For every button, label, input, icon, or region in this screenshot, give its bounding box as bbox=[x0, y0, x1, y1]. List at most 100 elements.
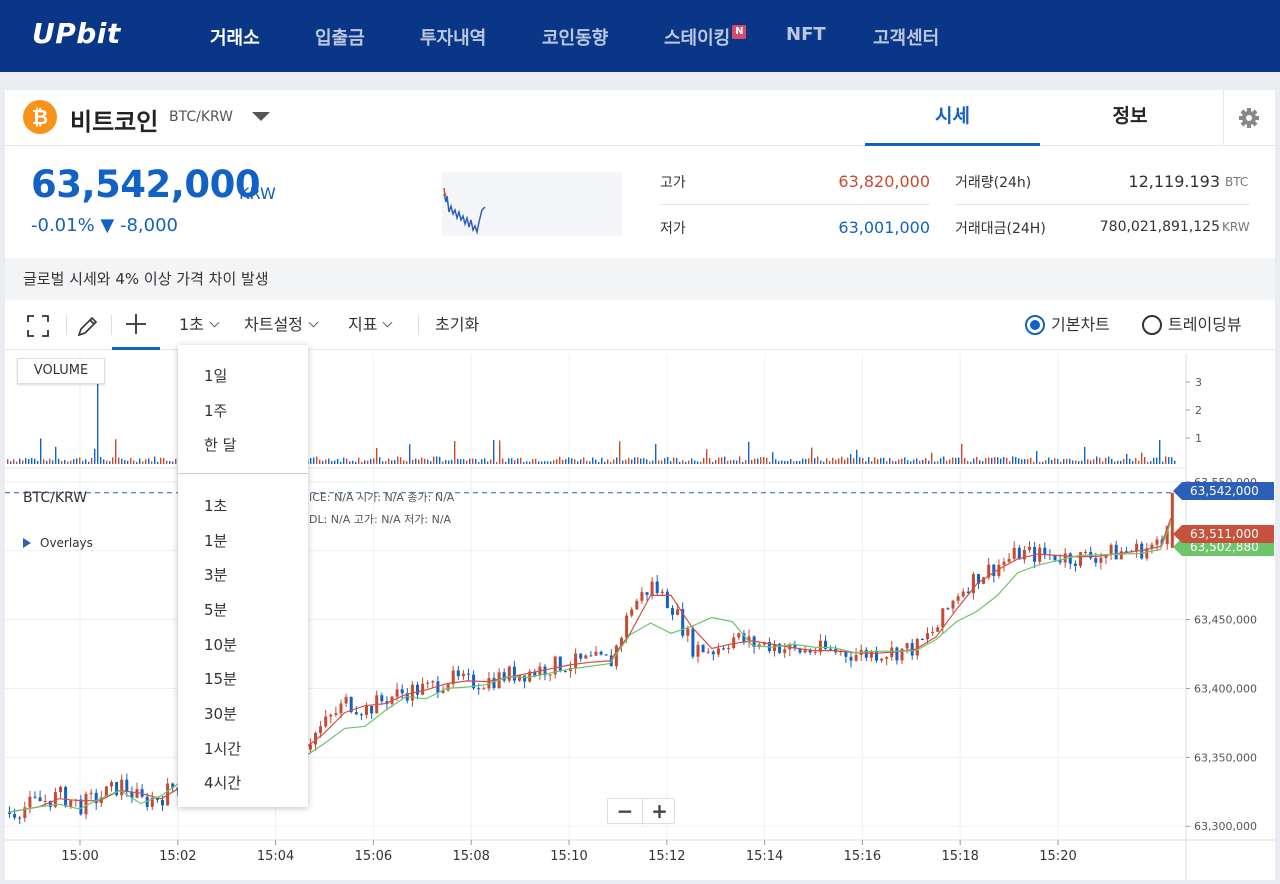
interval-select[interactable]: 1초 bbox=[179, 300, 220, 350]
coin-select-dropdown-icon[interactable] bbox=[252, 112, 270, 121]
gear-icon bbox=[1239, 108, 1259, 128]
volume-bar bbox=[13, 459, 15, 464]
volume-bar bbox=[55, 446, 57, 464]
candle-body bbox=[1079, 552, 1082, 566]
volume-bar bbox=[382, 461, 384, 464]
volume-bar bbox=[529, 461, 531, 464]
nav-deposit-withdraw[interactable]: 입출금 bbox=[315, 28, 365, 49]
volume-bar bbox=[1159, 439, 1161, 464]
interval-option[interactable]: 한 달 bbox=[204, 436, 237, 454]
volume-bar bbox=[475, 459, 477, 464]
volume-bar bbox=[826, 458, 828, 464]
volume-bar bbox=[970, 461, 972, 464]
volume-bar bbox=[67, 461, 69, 464]
candle-body bbox=[518, 675, 521, 681]
nav-customer-center[interactable]: 고객센터 bbox=[873, 28, 940, 49]
volume-bar bbox=[643, 458, 645, 464]
volume-bar bbox=[604, 461, 606, 464]
interval-option[interactable]: 1주 bbox=[204, 402, 228, 420]
interval-option[interactable]: 1일 bbox=[204, 367, 228, 385]
volume-tick-label: 2 bbox=[1195, 404, 1202, 417]
candle-body bbox=[1007, 558, 1011, 562]
candle-body bbox=[716, 648, 720, 655]
radio-basic-chart[interactable] bbox=[1025, 315, 1045, 335]
pencil-icon[interactable] bbox=[76, 314, 100, 338]
basic-chart-label[interactable]: 기본차트 bbox=[1051, 315, 1110, 334]
zoom-out-button[interactable]: − bbox=[616, 799, 634, 823]
reset-button[interactable]: 초기화 bbox=[435, 315, 480, 334]
volume-bar bbox=[1033, 461, 1035, 464]
interval-option[interactable]: 3분 bbox=[204, 566, 228, 584]
candle-body bbox=[365, 705, 368, 715]
candle-body bbox=[1043, 547, 1047, 555]
interval-option[interactable]: 1분 bbox=[204, 532, 228, 550]
tradingview-label[interactable]: 트레이딩뷰 bbox=[1168, 315, 1242, 334]
zoom-controls: − + bbox=[607, 798, 676, 825]
overlays-toggle[interactable]: Overlays bbox=[23, 536, 93, 550]
interval-option[interactable]: 5분 bbox=[204, 601, 228, 619]
volume-bar bbox=[973, 458, 975, 464]
interval-option[interactable]: 15분 bbox=[204, 670, 237, 688]
x-tick-label: 15:18 bbox=[941, 849, 978, 864]
volume-bar bbox=[1099, 457, 1101, 464]
volume-bar bbox=[328, 458, 330, 464]
candle-body bbox=[1140, 543, 1144, 559]
crosshair-button[interactable] bbox=[112, 300, 160, 350]
nav-exchange[interactable]: 거래소 bbox=[210, 28, 260, 49]
interval-option[interactable]: 10분 bbox=[204, 636, 237, 654]
candle-body bbox=[1170, 492, 1174, 548]
settings-button[interactable] bbox=[1223, 90, 1275, 146]
zoom-in-button[interactable]: + bbox=[642, 799, 676, 825]
volume-bar bbox=[1018, 458, 1020, 464]
volume-bar bbox=[37, 460, 39, 464]
candle-body bbox=[421, 683, 425, 695]
toolbar-separator bbox=[111, 315, 112, 335]
candle-body bbox=[961, 591, 965, 597]
interval-option[interactable]: 1시간 bbox=[204, 740, 242, 758]
volume-bar bbox=[808, 458, 810, 464]
candle-body bbox=[155, 797, 159, 800]
interval-option[interactable]: 1초 bbox=[204, 497, 228, 515]
nav-coin-trends[interactable]: 코인동향 bbox=[542, 28, 609, 49]
candle-body bbox=[431, 681, 435, 683]
volume-bar bbox=[1069, 458, 1071, 464]
volume-bar bbox=[493, 440, 495, 464]
tab-price[interactable]: 시세 bbox=[865, 90, 1040, 146]
volume-bar bbox=[319, 459, 321, 464]
y-tick-label: 63,400,000 bbox=[1194, 682, 1257, 695]
volume-bar bbox=[379, 457, 381, 464]
upbit-logo[interactable]: UPbit bbox=[32, 17, 121, 50]
nav-investments[interactable]: 투자내역 bbox=[420, 28, 487, 49]
volume-bar bbox=[613, 459, 615, 464]
candle-body bbox=[676, 609, 680, 615]
volume-bar bbox=[700, 461, 702, 464]
sparkline-chart bbox=[442, 172, 622, 236]
tab-info[interactable]: 정보 bbox=[1112, 105, 1148, 127]
volume-bar bbox=[733, 459, 735, 464]
interval-option[interactable]: 4시간 bbox=[204, 774, 242, 792]
volume-bar bbox=[148, 458, 150, 464]
chart-settings-menu[interactable]: 차트설정 bbox=[244, 300, 319, 350]
nav-staking[interactable]: 스테이킹 N bbox=[664, 24, 747, 50]
price-gap-notice: 글로벌 시세와 4% 이상 가격 차이 발생 bbox=[5, 258, 1275, 300]
candle-body bbox=[1119, 551, 1123, 560]
volume-bar bbox=[682, 460, 684, 464]
interval-option[interactable]: 30분 bbox=[204, 705, 237, 723]
candle-body bbox=[145, 796, 149, 807]
indicators-menu[interactable]: 지표 bbox=[348, 300, 393, 350]
candle-body bbox=[1094, 558, 1098, 563]
volume-bar bbox=[337, 458, 339, 464]
nav-nft[interactable]: NFT bbox=[786, 24, 826, 45]
volume-bar bbox=[937, 461, 939, 464]
volume-bar bbox=[709, 458, 711, 464]
candle-body bbox=[558, 656, 562, 672]
volume-bar bbox=[334, 460, 336, 464]
volume-bar bbox=[616, 457, 618, 464]
volume-badge[interactable]: VOLUME bbox=[17, 358, 105, 384]
fullscreen-icon[interactable] bbox=[27, 315, 49, 337]
radio-tradingview[interactable] bbox=[1142, 315, 1162, 335]
candle-body bbox=[461, 673, 465, 677]
candle-body bbox=[1058, 560, 1062, 563]
candle-body bbox=[579, 653, 583, 659]
volume-bar bbox=[703, 457, 705, 464]
